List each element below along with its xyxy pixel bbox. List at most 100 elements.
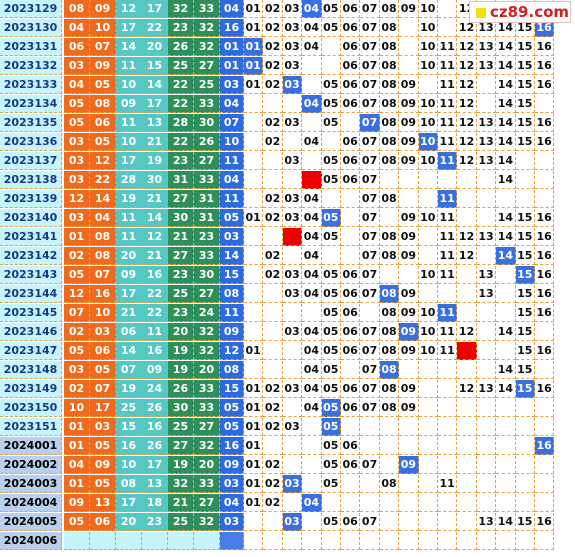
red-ball-cell: 33 xyxy=(194,380,220,398)
distribution-cell xyxy=(244,190,264,208)
red-ball-cell xyxy=(116,532,142,550)
distribution-cell: 08 xyxy=(379,247,400,265)
distribution-cell xyxy=(399,513,419,531)
red-ball-cell: 12 xyxy=(64,190,90,208)
distribution-cell: 04 xyxy=(302,285,322,303)
distribution-cell xyxy=(302,304,322,322)
distribution-cell: 11 xyxy=(438,266,458,284)
distribution-cell xyxy=(535,399,555,417)
distribution-cell: 05 xyxy=(321,152,341,170)
table-row: 2023151 01 03 15 16 25 27 05 01 02 03 05 xyxy=(0,418,575,437)
distribution-cell xyxy=(360,418,380,436)
red-ball-cell: 14 xyxy=(116,38,142,56)
distribution-cell: 11 xyxy=(438,209,458,227)
distribution-cell: 08 xyxy=(379,399,400,417)
blue-ball-cell: 11 xyxy=(220,304,244,322)
distribution-cell xyxy=(244,513,264,531)
distribution-cell: 12 xyxy=(457,342,477,360)
red-ball-cell: 08 xyxy=(90,95,116,113)
distribution-cell: 08 xyxy=(379,285,400,303)
distribution-cell: 01 xyxy=(244,0,264,18)
red-ball-cell: 20 xyxy=(194,456,220,474)
blue-ball-cell: 09 xyxy=(220,323,244,341)
distribution-cell: 10 xyxy=(418,266,438,284)
site-logo[interactable]: cz89.com xyxy=(469,1,571,23)
red-ball-cell xyxy=(142,532,168,550)
distribution-cell xyxy=(496,190,516,208)
distribution-cell xyxy=(418,285,438,303)
red-ball-cell: 10 xyxy=(116,456,142,474)
distribution-cell xyxy=(341,247,361,265)
red-ball-cell xyxy=(90,532,116,550)
distribution-cell: 08 xyxy=(379,95,400,113)
table-row: 2023145 07 10 21 22 23 24 11 05 06 08 09 10 11 15 16 xyxy=(0,304,575,323)
blue-ball-cell xyxy=(220,532,244,550)
red-ball-cell: 22 xyxy=(142,285,168,303)
red-ball-cell: 30 xyxy=(142,171,168,189)
blue-ball-cell: 03 xyxy=(220,228,244,246)
distribution-cell: 04 xyxy=(302,342,322,360)
distribution-cell: 04 xyxy=(302,38,322,56)
distribution-cell xyxy=(321,38,341,56)
distribution-cell xyxy=(399,532,419,550)
distribution-cell: 02 xyxy=(263,19,283,37)
distribution-cell: 13 xyxy=(476,285,497,303)
distribution-cell xyxy=(457,361,477,379)
distribution-cell xyxy=(515,152,535,170)
distribution-cell: 01 xyxy=(244,57,264,75)
distribution-cell: 09 xyxy=(399,228,419,246)
distribution-cell: 14 xyxy=(496,361,516,379)
blue-ball-cell: 03 xyxy=(220,513,244,531)
distribution-cell xyxy=(379,513,400,531)
distribution-cell: 14 xyxy=(496,76,516,94)
distribution-cell xyxy=(321,247,341,265)
red-ball-cell: 19 xyxy=(116,190,142,208)
distribution-cell xyxy=(457,209,477,227)
distribution-cell: 03 xyxy=(282,76,303,94)
distribution-cell: 14 xyxy=(496,19,516,37)
table-row: 2023134 05 08 09 17 22 33 04 04 05 06 07 08 09 10 11 12 1… xyxy=(0,95,575,114)
distribution-cell: 02 xyxy=(263,190,283,208)
distribution-cell xyxy=(476,475,497,493)
red-ball-cell: 01 xyxy=(64,437,90,455)
distribution-cell xyxy=(457,513,477,531)
distribution-cell: 06 xyxy=(341,76,361,94)
distribution-cell xyxy=(418,399,438,417)
distribution-cell xyxy=(457,475,477,493)
table-row: 2023133 04 05 10 14 22 25 03 01 02 03 05 06 07 08 09 11 1… xyxy=(0,76,575,95)
distribution-cell xyxy=(515,456,535,474)
distribution-cell: 06 xyxy=(341,0,361,18)
table-row: 2023138 03 22 28 30 31 33 04 04 05 06 07 14 xyxy=(0,171,575,190)
red-ball-cell: 09 xyxy=(90,456,116,474)
distribution-cell: 05 xyxy=(321,266,341,284)
table-row: 2023146 02 03 06 11 20 32 09 03 04 05 06 07 08 09 10 11 1… xyxy=(0,323,575,342)
period-cell: 2023149 xyxy=(0,380,62,398)
distribution-cell xyxy=(263,95,283,113)
red-ball-cell: 09 xyxy=(90,57,116,75)
distribution-cell: 16 xyxy=(535,76,555,94)
distribution-cell: 06 xyxy=(341,266,361,284)
distribution-cell: 16 xyxy=(535,247,555,265)
distribution-cell xyxy=(418,437,438,455)
red-ball-cell: 06 xyxy=(90,342,116,360)
table-row: 2024001 01 05 16 26 27 32 16 01 05 06 16 xyxy=(0,437,575,456)
period-cell: 2023139 xyxy=(0,190,62,208)
red-ball-cell: 17 xyxy=(142,0,168,18)
red-ball-cell: 03 xyxy=(64,209,90,227)
distribution-cell: 01 xyxy=(244,38,264,56)
blue-ball-cell: 05 xyxy=(220,209,244,227)
period-cell: 2023142 xyxy=(0,247,62,265)
distribution-cell: 16 xyxy=(535,266,555,284)
table-row: 2023140 03 04 11 14 30 31 05 01 02 03 04 05 07 09 10 11 1… xyxy=(0,209,575,228)
distribution-cell: 12 xyxy=(457,19,477,37)
distribution-cell xyxy=(418,513,438,531)
distribution-cell xyxy=(476,95,497,113)
distribution-cell: 11 xyxy=(438,57,458,75)
distribution-cell xyxy=(244,285,264,303)
distribution-cell: 01 xyxy=(244,475,264,493)
red-ball-cell xyxy=(194,532,220,550)
distribution-cell: 12 xyxy=(457,380,477,398)
distribution-cell xyxy=(244,152,264,170)
distribution-cell: 04 xyxy=(302,171,322,189)
distribution-cell xyxy=(302,513,322,531)
